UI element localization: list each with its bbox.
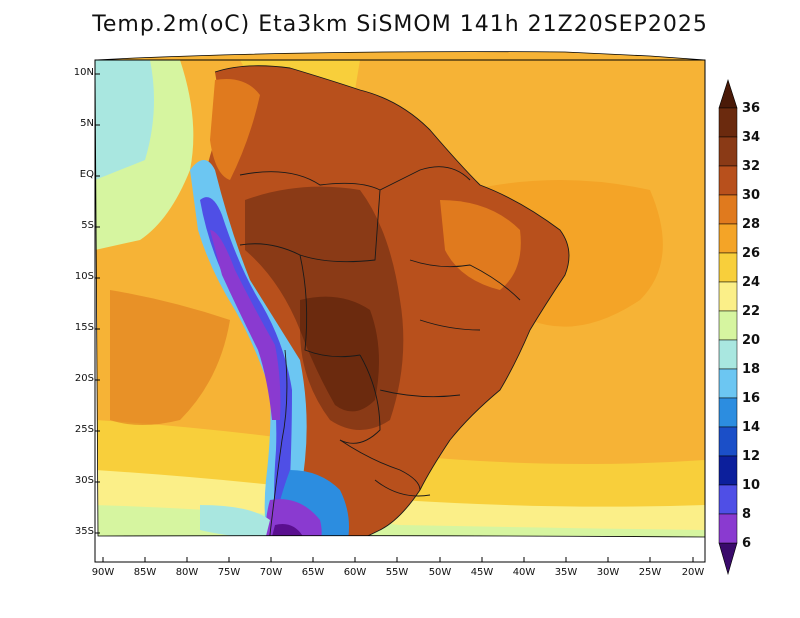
lat-label-30s: 30S <box>74 475 94 486</box>
lon-label-75w: 75W <box>217 567 241 578</box>
colorbar-segment <box>718 281 738 312</box>
colorbar-segment <box>718 194 738 225</box>
lat-label-20s: 20S <box>74 373 94 384</box>
lon-label-20w: 20W <box>681 567 705 578</box>
colorbar-label-6: 6 <box>742 536 752 551</box>
colorbar-label-20: 20 <box>742 333 761 348</box>
lon-label-85w: 85W <box>133 567 157 578</box>
colorbar-segment <box>718 484 738 515</box>
lat-label-5n: 5N <box>80 118 94 129</box>
country-borders <box>214 65 570 537</box>
colorbar-label-18: 18 <box>742 362 761 377</box>
lat-label-10n: 10N <box>73 67 94 78</box>
colorbar-segment <box>718 513 738 544</box>
lon-tick-marks <box>102 557 694 562</box>
colorbar-segment <box>718 136 738 167</box>
colorbar-label-12: 12 <box>742 449 761 464</box>
lon-label-60w: 60W <box>343 567 367 578</box>
colorbar-segment <box>718 368 738 399</box>
colorbar-segment <box>718 107 738 138</box>
colorbar-segment <box>718 223 738 254</box>
colorbar-label-28: 28 <box>742 217 761 232</box>
plot-frame <box>94 59 706 563</box>
lon-label-40w: 40W <box>512 567 536 578</box>
colorbar-label-16: 16 <box>742 391 761 406</box>
colorbar-label-30: 30 <box>742 188 761 203</box>
colorbar-label-34: 34 <box>742 130 761 145</box>
colorbar-segment <box>718 455 738 486</box>
lon-label-70w: 70W <box>259 567 283 578</box>
lat-label-35s: 35S <box>74 526 94 537</box>
colorbar-bottom-arrow <box>718 542 738 576</box>
colorbar-label-14: 14 <box>742 420 761 435</box>
lat-tick-marks <box>95 73 100 534</box>
lon-label-35w: 35W <box>554 567 578 578</box>
lat-label-5s: 5S <box>81 220 94 231</box>
colorbar-top-arrow <box>718 79 738 109</box>
lat-label-10s: 10S <box>74 271 94 282</box>
lat-label-eq: EQ <box>79 169 94 180</box>
map-title: Temp.2m(oC) Eta3km SiSMOM 141h 21Z20SEP2… <box>92 12 708 37</box>
lon-label-90w: 90W <box>91 567 115 578</box>
colorbar-label-8: 8 <box>742 507 752 522</box>
lon-label-50w: 50W <box>428 567 452 578</box>
colorbar-label-10: 10 <box>742 478 761 493</box>
colorbar-label-32: 32 <box>742 159 761 174</box>
lon-label-65w: 65W <box>301 567 325 578</box>
lon-label-45w: 45W <box>470 567 494 578</box>
lon-label-30w: 30W <box>596 567 620 578</box>
lon-label-80w: 80W <box>175 567 199 578</box>
colorbar-segment <box>718 252 738 283</box>
temperature-field <box>95 51 705 537</box>
colorbar-segment <box>718 165 738 196</box>
colorbar-segment <box>718 310 738 341</box>
colorbar-label-26: 26 <box>742 246 761 261</box>
colorbar-segment <box>718 339 738 370</box>
colorbar <box>718 79 738 576</box>
colorbar-segment <box>718 397 738 428</box>
lon-label-25w: 25W <box>638 567 662 578</box>
colorbar-label-24: 24 <box>742 275 761 290</box>
colorbar-label-36: 36 <box>742 101 761 116</box>
colorbar-label-22: 22 <box>742 304 761 319</box>
lat-label-25s: 25S <box>74 424 94 435</box>
lon-label-55w: 55W <box>385 567 409 578</box>
colorbar-segment <box>718 426 738 457</box>
lat-label-15s: 15S <box>74 322 94 333</box>
